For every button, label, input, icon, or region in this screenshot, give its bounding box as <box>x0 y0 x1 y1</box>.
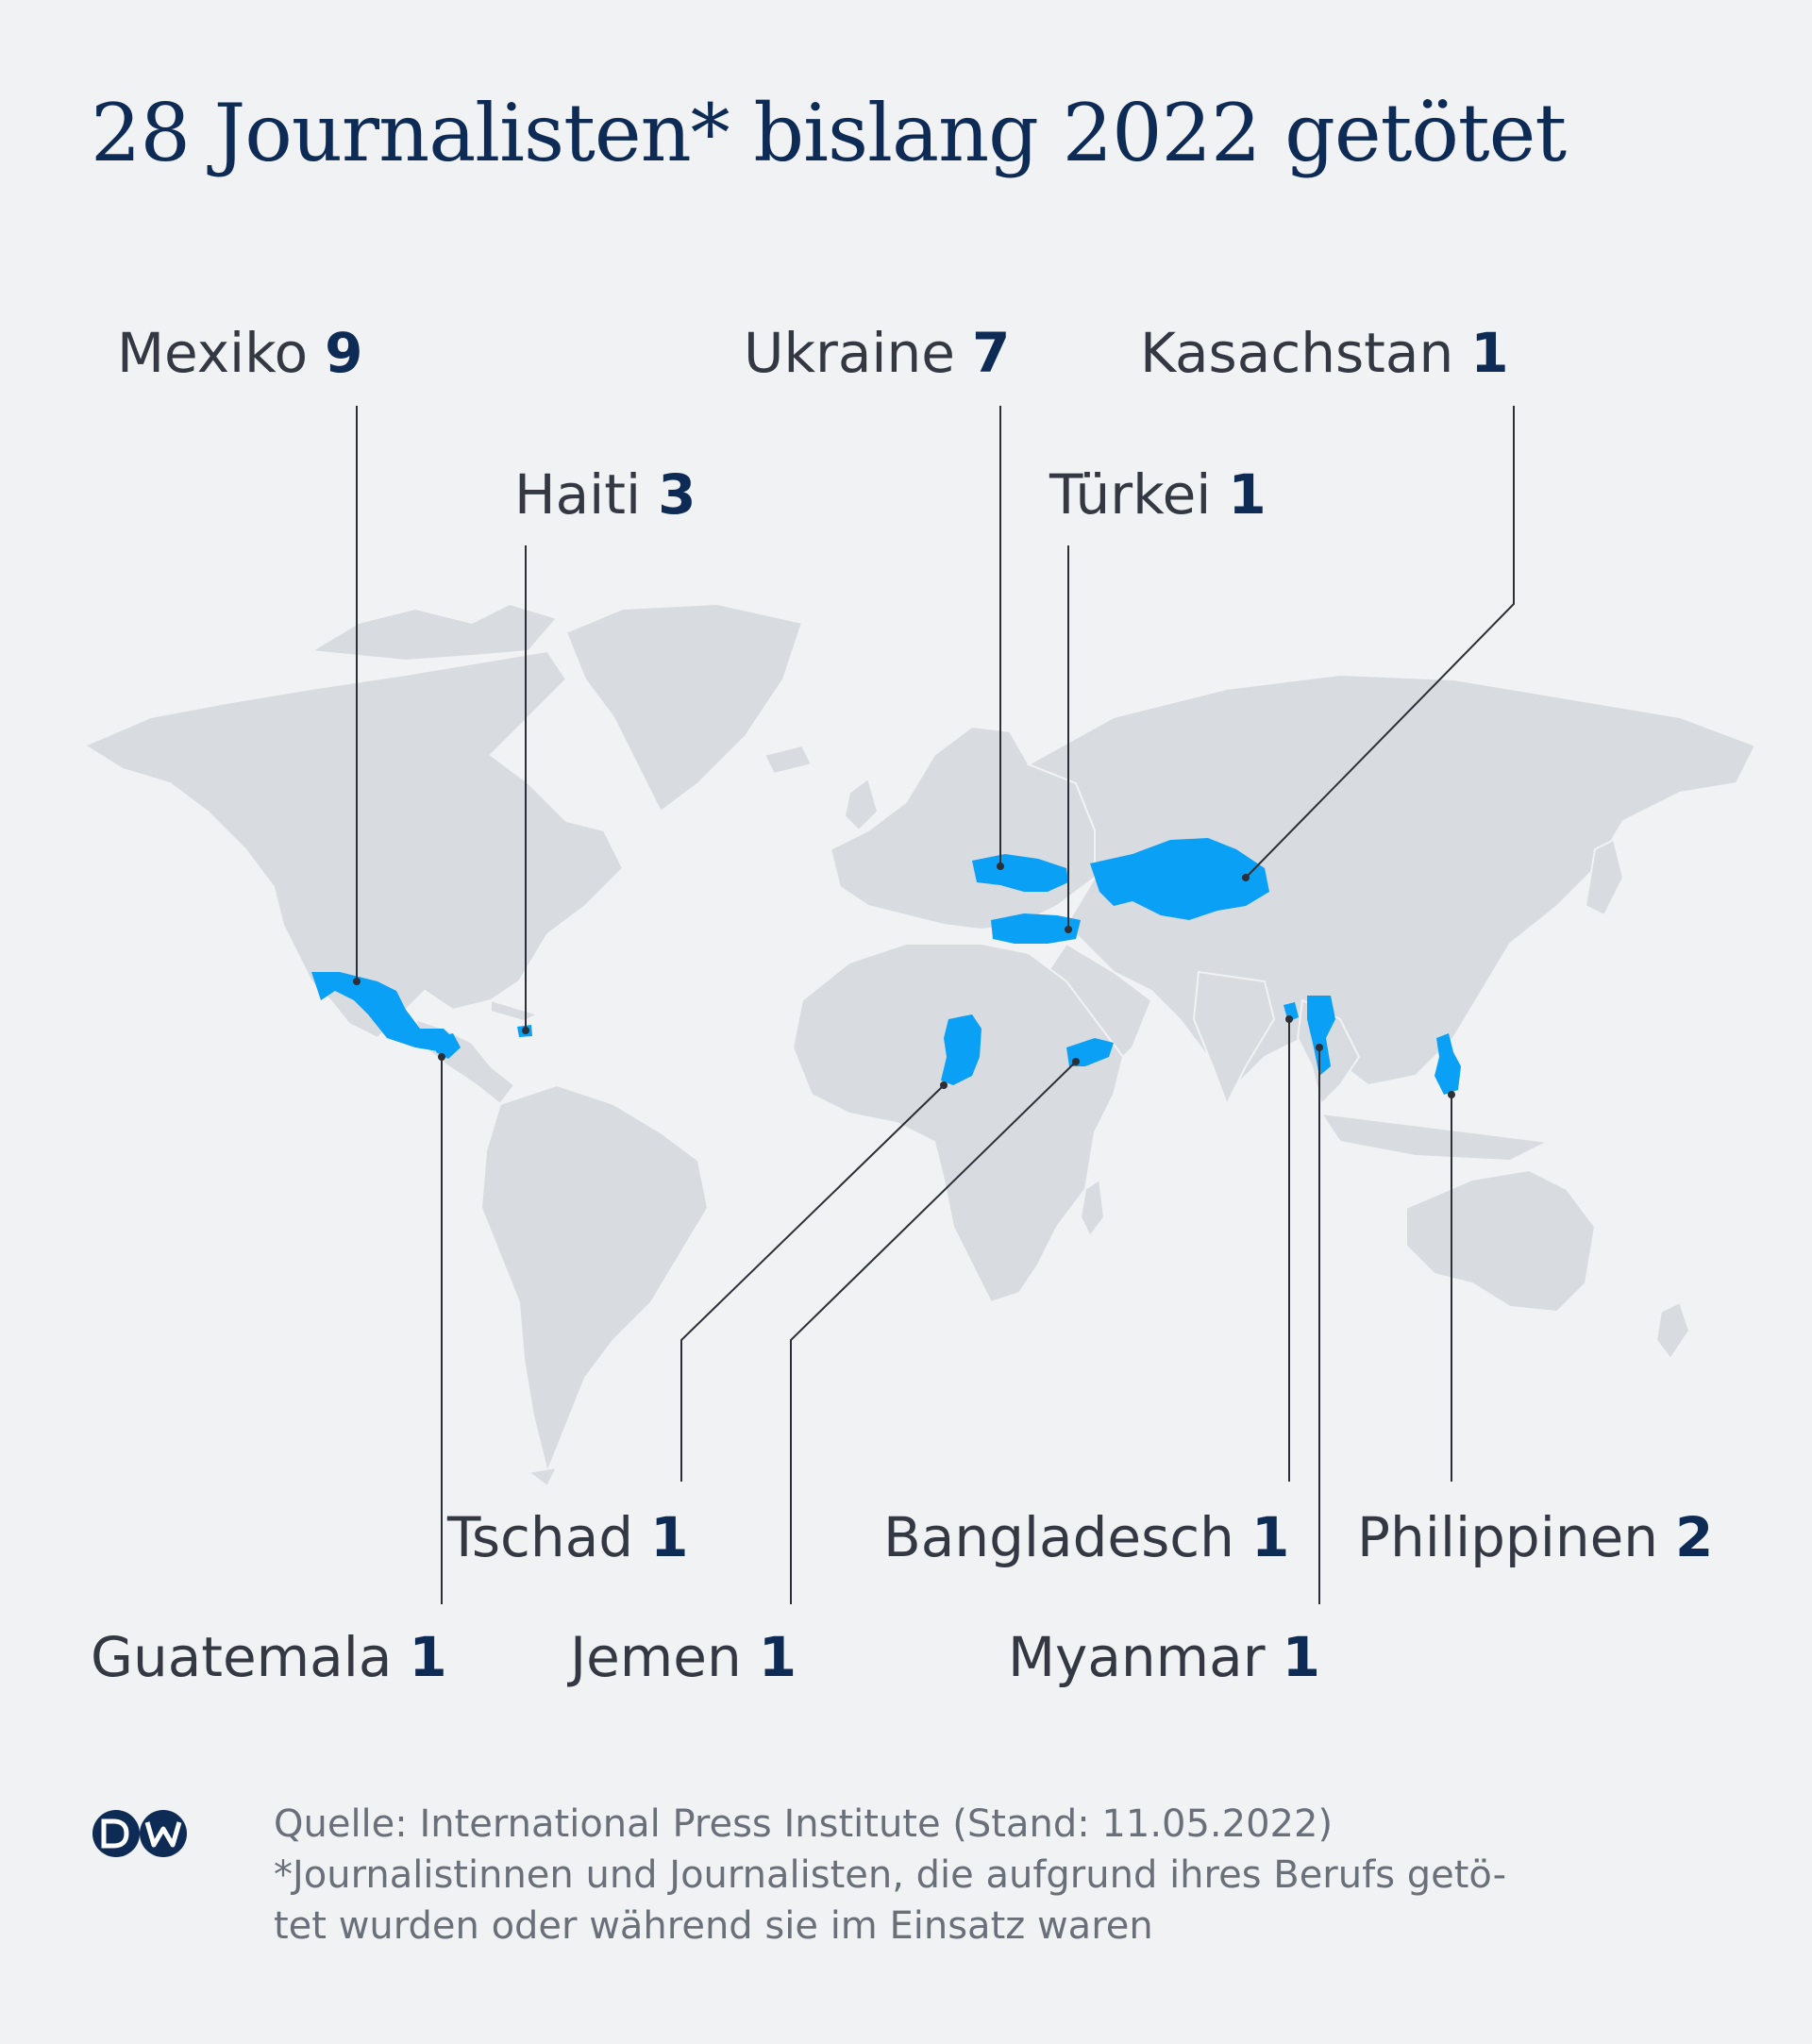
label-bangladesch: Bangladesch 1 <box>883 1505 1290 1569</box>
landmass-new-zealand <box>1654 1300 1691 1361</box>
dot-jemen <box>1072 1058 1080 1065</box>
dot-tschad <box>940 1081 948 1089</box>
landmass-india <box>1192 970 1276 1107</box>
footnote-line-1: *Journalistinnen und Journalisten, die a… <box>274 1853 1507 1897</box>
label-kasachstan: Kasachstan 1 <box>1140 321 1509 385</box>
highlighted-countries <box>311 838 1461 1095</box>
dot-guatemala <box>438 1053 445 1061</box>
landmass-africa <box>791 943 1125 1304</box>
landmass-north-america <box>82 649 625 1040</box>
leader-kasachstan <box>1245 406 1515 879</box>
country-tschad <box>941 1014 982 1085</box>
dw-logo-icon <box>92 1810 187 1857</box>
country-ukraine <box>972 854 1068 892</box>
landmass-iceland <box>763 744 814 776</box>
label-guatemala: Guatemala 1 <box>91 1625 447 1689</box>
label-tschad: Tschad 1 <box>447 1505 689 1569</box>
dot-bangladesch <box>1285 1015 1293 1023</box>
country-mexiko <box>311 972 453 1052</box>
landmass-greenland <box>564 602 804 813</box>
leader-dots <box>353 863 1455 1098</box>
page-title: 28 Journalisten* bislang 2022 getötet <box>91 87 1567 179</box>
country-guatemala <box>436 1033 461 1059</box>
footer: Quelle: International Press Institute (S… <box>274 1799 1633 1952</box>
label-philippinen: Philippinen 2 <box>1357 1505 1714 1569</box>
land-masses <box>82 602 1757 1488</box>
landmass-indonesia <box>1318 1112 1552 1163</box>
label-haiti: Haiti 3 <box>514 462 696 527</box>
landmass-south-america <box>479 1083 710 1476</box>
landmass-britain <box>843 777 880 832</box>
landmass-arctic-islands <box>308 602 559 662</box>
landmass-madagascar <box>1079 1178 1106 1238</box>
dot-kasachstan <box>1242 874 1250 881</box>
country-kasachstan <box>1090 838 1269 920</box>
label-myanmar: Myanmar 1 <box>1008 1625 1320 1689</box>
footnote-line-2: tet wurden oder während sie im Einsatz w… <box>274 1904 1153 1948</box>
country-philippinen <box>1434 1033 1461 1095</box>
label-mexiko: Mexiko 9 <box>117 321 363 385</box>
label-jemen: Jemen 1 <box>570 1625 797 1689</box>
dot-tuerkei <box>1065 926 1072 933</box>
leader-jemen <box>790 1061 1077 1604</box>
landmass-japan <box>1584 838 1625 917</box>
dot-mexiko <box>353 978 361 985</box>
label-ukraine: Ukraine 7 <box>744 321 1011 385</box>
dot-myanmar <box>1316 1044 1323 1051</box>
label-tuerkei: Türkei 1 <box>1049 462 1267 527</box>
landmass-antarctic-tip <box>526 1466 559 1488</box>
leader-tschad <box>680 1084 945 1482</box>
country-tuerkei <box>991 913 1081 944</box>
landmass-australia <box>1405 1168 1597 1314</box>
dot-ukraine <box>997 863 1004 870</box>
landmass-caribbean <box>490 998 541 1023</box>
dot-philippinen <box>1448 1091 1455 1098</box>
country-myanmar <box>1307 996 1335 1076</box>
leader-lines <box>356 406 1515 1604</box>
source-text: Quelle: International Press Institute (S… <box>274 1802 1334 1846</box>
dot-haiti <box>522 1027 529 1034</box>
